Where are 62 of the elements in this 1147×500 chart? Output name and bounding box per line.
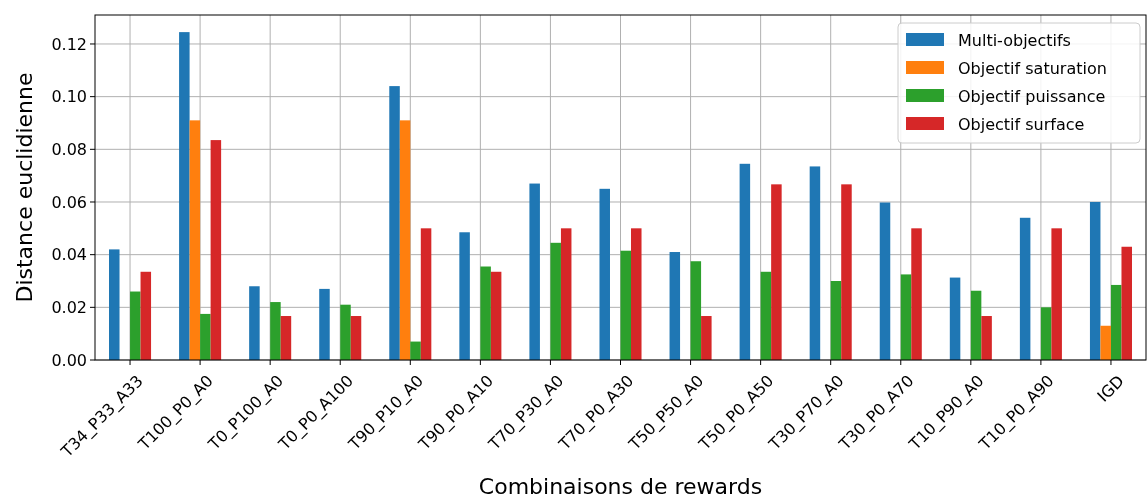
x-tick-label: IGD xyxy=(1093,371,1128,406)
bar xyxy=(1089,201,1101,360)
legend-label: Objectif saturation xyxy=(958,58,1107,78)
bar xyxy=(879,202,891,360)
bar xyxy=(760,271,772,360)
legend-label: Objectif puissance xyxy=(958,86,1106,106)
bar xyxy=(599,188,610,360)
bar xyxy=(669,252,681,360)
bar xyxy=(911,228,922,360)
bar xyxy=(701,316,712,360)
bar xyxy=(280,316,292,360)
y-tick-label: 0.08 xyxy=(51,139,87,159)
bar xyxy=(270,302,281,360)
bar xyxy=(529,183,540,360)
bar xyxy=(249,286,260,360)
y-tick-label: 0.06 xyxy=(51,192,87,212)
bar xyxy=(981,316,992,360)
bar xyxy=(410,341,421,360)
bar xyxy=(739,163,751,360)
bar xyxy=(319,288,330,360)
y-tick-label: 0.12 xyxy=(51,34,87,54)
y-tick-label: 0.02 xyxy=(51,297,87,317)
bar xyxy=(109,249,120,360)
bar xyxy=(1121,246,1132,360)
bar xyxy=(480,266,491,360)
bar xyxy=(900,274,912,360)
y-tick-label: 0.10 xyxy=(51,87,87,107)
bar xyxy=(140,271,152,360)
bar xyxy=(550,242,561,360)
bar xyxy=(179,32,190,360)
bar xyxy=(841,184,852,360)
bar xyxy=(949,277,961,360)
bar xyxy=(490,271,502,360)
bar xyxy=(1110,284,1122,360)
bar xyxy=(389,86,400,360)
y-tick-label: 0.04 xyxy=(51,245,87,265)
bar xyxy=(340,304,351,360)
bar xyxy=(399,120,411,360)
bar xyxy=(771,184,782,360)
y-tick-label: 0.00 xyxy=(51,350,87,370)
bar xyxy=(620,250,632,360)
bar xyxy=(189,120,201,360)
bar xyxy=(1051,228,1062,360)
bar xyxy=(809,166,821,360)
bar xyxy=(970,290,982,360)
bar xyxy=(830,280,842,360)
x-axis-title: Combinaisons de rewards xyxy=(478,474,763,499)
bar xyxy=(1019,217,1031,360)
bar xyxy=(420,228,432,360)
legend-label: Objectif surface xyxy=(958,114,1085,134)
bar xyxy=(690,261,702,360)
legend-label: Multi-objectifs xyxy=(958,30,1071,50)
bar xyxy=(350,316,362,360)
bar xyxy=(560,228,572,360)
bar xyxy=(631,228,642,360)
bar xyxy=(1040,307,1052,360)
y-axis-title: Distance euclidienne xyxy=(12,72,37,303)
bar xyxy=(1100,325,1111,360)
bar xyxy=(210,140,222,360)
bar xyxy=(200,313,211,360)
bar xyxy=(459,232,470,360)
bar xyxy=(130,291,141,360)
